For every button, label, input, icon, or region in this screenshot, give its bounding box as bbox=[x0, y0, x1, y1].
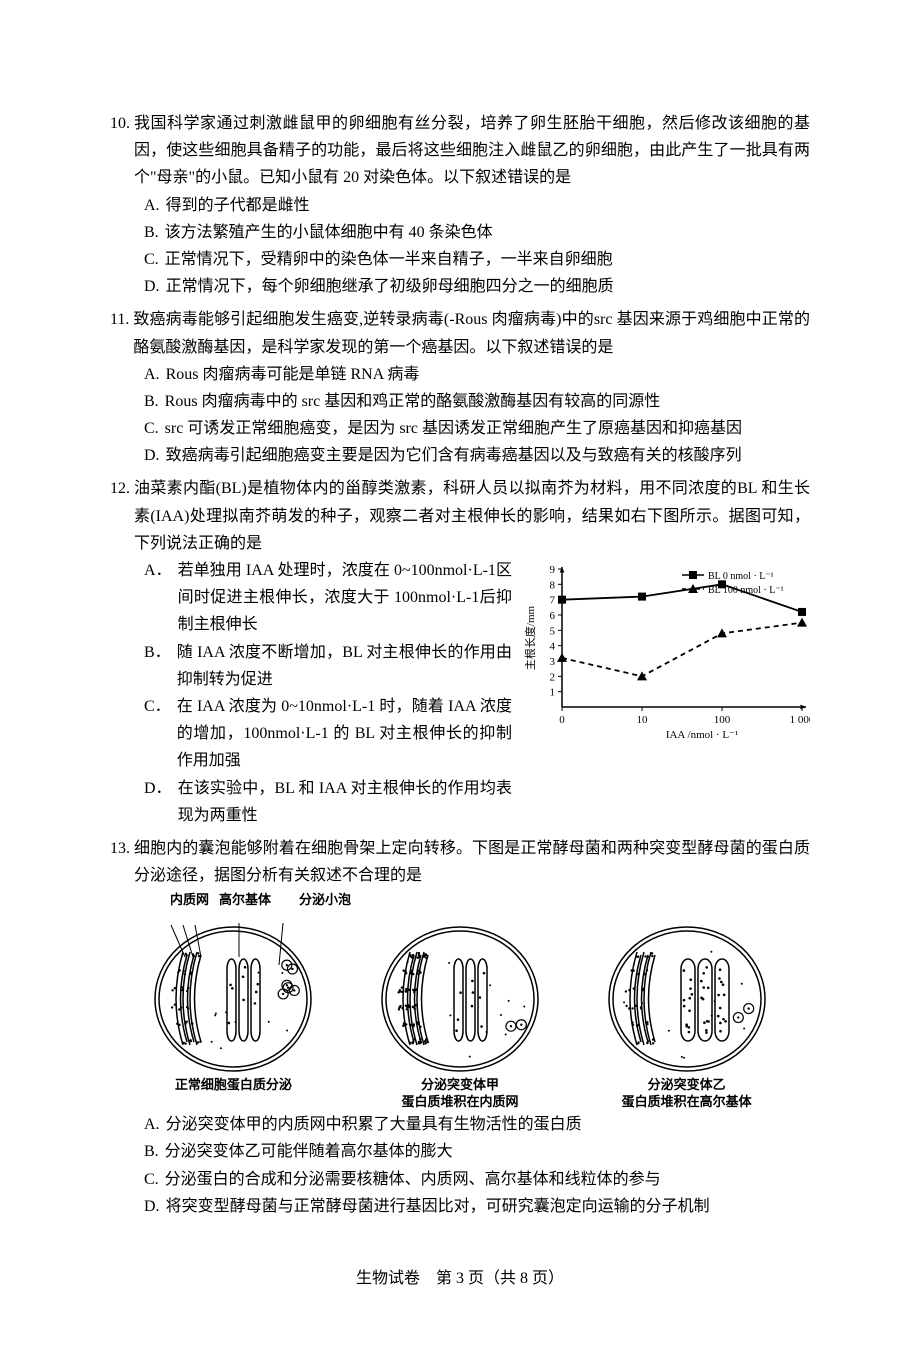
option-d: D.正常情况下，每个卵细胞继承了初级卵母细胞四分之一的细胞质 bbox=[144, 273, 810, 300]
diagram-normal-cell: 正常细胞蛋白质分泌 bbox=[143, 917, 323, 1111]
svg-text:7: 7 bbox=[550, 595, 556, 607]
page-footer: 生物试卷 第 3 页（共 8 页） bbox=[110, 1265, 810, 1292]
svg-text:6: 6 bbox=[550, 610, 556, 622]
options-list: A．若单独用 IAA 处理时，浓度在 0~100nmol·L-1区间时促进主根伸… bbox=[110, 557, 512, 829]
option-c: C.src 可诱发正常细胞癌变，是因为 src 基因诱发正常细胞产生了原癌基因和… bbox=[144, 415, 810, 442]
caption-l2: 蛋白质堆积在高尔基体 bbox=[622, 1094, 752, 1109]
question-number: 11. bbox=[110, 306, 129, 360]
options-list: A.分泌突变体甲的内质网中积累了大量具有生物活性的蛋白质 B.分泌突变体乙可能伴… bbox=[110, 1111, 810, 1220]
question-11: 11. 致癌病毒能够引起细胞发生癌变,逆转录病毒(-Rous 肉瘤病毒)中的sr… bbox=[110, 306, 810, 469]
question-stem: 10. 我国科学家通过刺激雌鼠甲的卵细胞有丝分裂，培养了卵生胚胎干细胞，然后修改… bbox=[110, 110, 810, 192]
options-list: A.得到的子代都是雌性 B.该方法繁殖产生的小鼠体细胞中有 40 条染色体 C.… bbox=[110, 192, 810, 301]
svg-text:4: 4 bbox=[550, 641, 556, 653]
svg-text:主根长度/mm: 主根长度/mm bbox=[523, 605, 537, 670]
label-golgi: 高尔基体 bbox=[219, 889, 271, 911]
label-vesicle: 分泌小泡 bbox=[299, 889, 351, 911]
option-b: B.该方法繁殖产生的小鼠体细胞中有 40 条染色体 bbox=[144, 219, 810, 246]
diagram-mutant-a: 分泌突变体甲 蛋白质堆积在内质网 bbox=[370, 917, 550, 1111]
question-number: 13. bbox=[110, 835, 130, 889]
options-list: A.Rous 肉瘤病毒可能是单链 RNA 病毒 B.Rous 肉瘤病毒中的 sr… bbox=[110, 361, 810, 470]
svg-text:0: 0 bbox=[559, 714, 565, 726]
option-a: A.Rous 肉瘤病毒可能是单链 RNA 病毒 bbox=[144, 361, 810, 388]
option-b: B．随 IAA 浓度不断增加，BL 对主根伸长的作用由抑制转为促进 bbox=[144, 639, 512, 693]
svg-text:2: 2 bbox=[550, 671, 556, 683]
question-text: 我国科学家通过刺激雌鼠甲的卵细胞有丝分裂，培养了卵生胚胎干细胞，然后修改该细胞的… bbox=[134, 110, 810, 192]
svg-text:BL 0 nmol · L⁻¹: BL 0 nmol · L⁻¹ bbox=[708, 571, 774, 582]
chart-q12: 1 2 3 4 5 6 7 8 9 0 10 100 1 000 IAA /nmol · L⁻¹ 主根长度/… bbox=[520, 561, 810, 750]
question-10: 10. 我国科学家通过刺激雌鼠甲的卵细胞有丝分裂，培养了卵生胚胎干细胞，然后修改… bbox=[110, 110, 810, 300]
svg-text:100: 100 bbox=[714, 714, 731, 726]
diagram-top-labels: 内质网 高尔基体 分泌小泡 bbox=[110, 889, 810, 911]
option-a: A．若单独用 IAA 处理时，浓度在 0~100nmol·L-1区间时促进主根伸… bbox=[144, 557, 512, 639]
option-a: A.分泌突变体甲的内质网中积累了大量具有生物活性的蛋白质 bbox=[144, 1111, 810, 1138]
question-stem: 11. 致癌病毒能够引起细胞发生癌变,逆转录病毒(-Rous 肉瘤病毒)中的sr… bbox=[110, 306, 810, 360]
svg-text:1 000: 1 000 bbox=[790, 714, 810, 726]
caption-l2: 蛋白质堆积在内质网 bbox=[401, 1094, 518, 1109]
option-c: C.正常情况下，受精卵中的染色体一半来自精子，一半来自卵细胞 bbox=[144, 246, 810, 273]
question-13: 13. 细胞内的囊泡能够附着在细胞骨架上定向转移。下图是正常酵母菌和两种突变型酵… bbox=[110, 835, 810, 1220]
question-text: 细胞内的囊泡能够附着在细胞骨架上定向转移。下图是正常酵母菌和两种突变型酵母菌的蛋… bbox=[134, 835, 810, 889]
option-c: C．在 IAA 浓度为 0~10nmol·L-1 时，随着 IAA 浓度的增加，… bbox=[144, 693, 512, 775]
question-12: 12. 油菜素内酯(BL)是植物体内的甾醇类激素，科研人员以拟南芥为材料，用不同… bbox=[110, 475, 810, 828]
option-d: D.将突变型酵母菌与正常酵母菌进行基因比对，可研究囊泡定向运输的分子机制 bbox=[144, 1193, 810, 1220]
svg-text:3: 3 bbox=[550, 656, 556, 668]
question-stem: 13. 细胞内的囊泡能够附着在细胞骨架上定向转移。下图是正常酵母菌和两种突变型酵… bbox=[110, 835, 810, 889]
svg-text:5: 5 bbox=[550, 625, 556, 637]
option-d: D．在该实验中，BL 和 IAA 对主根伸长的作用均表现为两重性 bbox=[144, 775, 512, 829]
caption-l1: 分泌突变体乙 bbox=[648, 1077, 726, 1092]
question-number: 12. bbox=[110, 475, 130, 557]
diagrams-row: 正常细胞蛋白质分泌 分泌突变体甲 蛋白质堆积在内质网 分泌突变体乙 蛋白质堆积在… bbox=[110, 911, 810, 1111]
question-number: 10. bbox=[110, 110, 130, 192]
option-b: B.分泌突变体乙可能伴随着高尔基体的膨大 bbox=[144, 1138, 810, 1165]
option-d: D.致癌病毒引起细胞癌变主要是因为它们含有病毒癌基因以及与致癌有关的核酸序列 bbox=[144, 442, 810, 469]
svg-text:9: 9 bbox=[550, 564, 556, 576]
svg-text:10: 10 bbox=[637, 714, 649, 726]
label-er: 内质网 bbox=[170, 889, 209, 911]
svg-text:8: 8 bbox=[550, 579, 556, 591]
svg-text:1: 1 bbox=[550, 687, 556, 699]
option-b: B.Rous 肉瘤病毒中的 src 基因和鸡正常的酪氨酸激酶基因有较高的同源性 bbox=[144, 388, 810, 415]
option-a: A.得到的子代都是雌性 bbox=[144, 192, 810, 219]
caption-l1: 分泌突变体甲 bbox=[421, 1077, 499, 1092]
caption: 正常细胞蛋白质分泌 bbox=[175, 1077, 292, 1092]
question-text: 致癌病毒能够引起细胞发生癌变,逆转录病毒(-Rous 肉瘤病毒)中的src 基因… bbox=[133, 306, 810, 360]
diagram-mutant-b: 分泌突变体乙 蛋白质堆积在高尔基体 bbox=[597, 917, 777, 1111]
question-stem: 12. 油菜素内酯(BL)是植物体内的甾醇类激素，科研人员以拟南芥为材料，用不同… bbox=[110, 475, 810, 557]
option-c: C.分泌蛋白的合成和分泌需要核糖体、内质网、高尔基体和线粒体的参与 bbox=[144, 1166, 810, 1193]
question-text: 油菜素内酯(BL)是植物体内的甾醇类激素，科研人员以拟南芥为材料，用不同浓度的B… bbox=[134, 475, 810, 557]
svg-text:IAA /nmol · L⁻¹: IAA /nmol · L⁻¹ bbox=[666, 729, 738, 741]
